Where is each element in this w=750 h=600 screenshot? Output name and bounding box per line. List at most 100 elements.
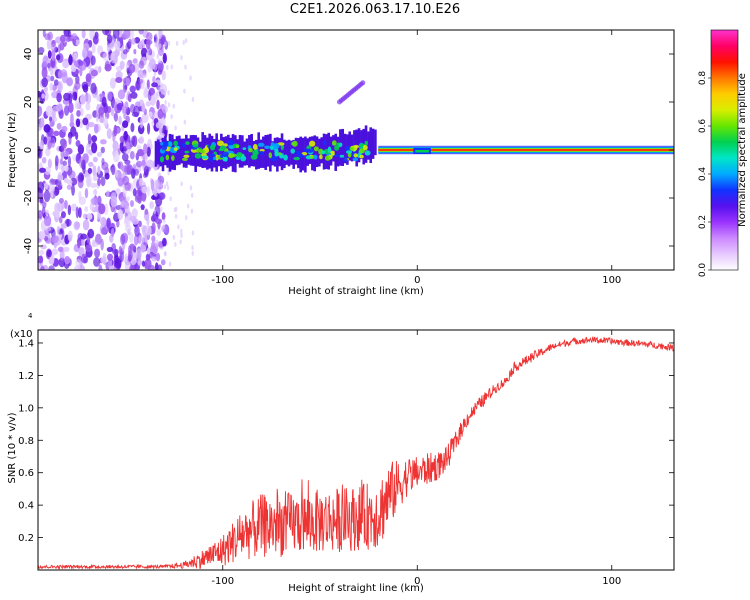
spectrogram-noise-speckle bbox=[131, 135, 136, 146]
spectrogram-noise-speckle bbox=[160, 259, 166, 266]
spectrogram-noise-speckle bbox=[163, 218, 166, 224]
spectrogram-noise-speckle bbox=[129, 232, 134, 243]
spectrogram-noise-speckle bbox=[110, 107, 115, 117]
spectrogram-noise-speckle bbox=[106, 246, 113, 253]
spectrogram-noise-speckle bbox=[174, 213, 178, 219]
spectrogram-noise-speckle bbox=[91, 43, 96, 54]
spectrogram-noise-speckle bbox=[162, 52, 167, 64]
spectrogram-noise-speckle bbox=[121, 152, 129, 162]
spectrogram-noise-speckle bbox=[167, 102, 171, 108]
spectrogram-noise-speckle bbox=[172, 234, 176, 240]
spectrogram-noise-speckle bbox=[81, 30, 86, 39]
spectrogram-band-blob bbox=[218, 148, 225, 152]
spectrogram-noise-speckle bbox=[43, 86, 48, 93]
spectrogram-noise-speckle bbox=[71, 33, 78, 40]
spectrogram-noise-speckle bbox=[147, 122, 151, 135]
spectrogram-noise-speckle bbox=[70, 126, 77, 137]
spectrogram-noise-speckle bbox=[157, 47, 164, 57]
colorbar-frame bbox=[710, 29, 739, 271]
spectrogram-noise-speckle bbox=[137, 78, 144, 85]
spectrogram-noise-speckle bbox=[49, 82, 54, 92]
spectrogram-noise-speckle bbox=[92, 35, 99, 45]
spectrogram-band-blob bbox=[259, 151, 264, 155]
spectrogram-noise-speckle bbox=[90, 69, 98, 77]
spectrogram-noise-speckle bbox=[72, 91, 78, 101]
spectrogram-noise-speckle bbox=[124, 224, 132, 233]
colorbar-ticks: 0.0 0.2 0.4 0.6 0.8 bbox=[698, 71, 711, 277]
spectrogram-noise-speckle bbox=[153, 191, 157, 197]
spectrogram-noise-speckle bbox=[167, 90, 170, 96]
spectrogram-noise-speckle bbox=[101, 227, 107, 235]
spectrogram-noise-speckle bbox=[125, 196, 130, 202]
spectrogram-band-blob bbox=[184, 150, 190, 154]
spectrogram-band-blob bbox=[364, 140, 369, 146]
spectrogram-noise-speckle bbox=[102, 252, 107, 263]
spectrogram-noise-speckle bbox=[70, 177, 78, 186]
spectrogram-noise-speckle bbox=[121, 200, 126, 207]
spectrogram-noise-speckle bbox=[172, 103, 175, 109]
spectrogram-noise-speckle bbox=[144, 151, 148, 163]
spectrogram-noise-speckle bbox=[128, 38, 132, 46]
spectrogram-band-cell bbox=[334, 133, 338, 171]
spectrogram-noise-speckle bbox=[103, 116, 108, 127]
spectrogram-noise-speckle bbox=[58, 197, 64, 204]
spectrogram-noise-speckle bbox=[151, 82, 158, 88]
spectrogram-noise-speckle bbox=[96, 151, 103, 157]
spectrogram-noise-speckle bbox=[155, 239, 159, 245]
spectrogram-band-cell bbox=[168, 133, 172, 172]
spectrogram-band-blob bbox=[171, 155, 175, 162]
spectrogram-noise-speckle bbox=[90, 82, 97, 94]
spectrogram-noise-speckle bbox=[110, 195, 118, 208]
spectrogram-band-cell bbox=[280, 133, 284, 171]
spectrogram-band-cell bbox=[182, 138, 186, 168]
spectrogram-noise-speckle bbox=[143, 86, 149, 95]
spectrogram-noise-speckle bbox=[146, 185, 150, 197]
spectrogram-noise-speckle bbox=[133, 234, 139, 246]
spectrogram-band-cell bbox=[371, 128, 375, 159]
spectrogram-noise-speckle bbox=[67, 155, 72, 167]
spectrogram-noise-speckle bbox=[155, 218, 163, 225]
spectrogram-noise-speckle bbox=[94, 248, 101, 258]
spectrogram-noise-speckle bbox=[174, 125, 177, 131]
spectrogram-noise-speckle bbox=[61, 144, 66, 152]
spectrogram-noise-speckle bbox=[63, 150, 70, 157]
spectrogram-band-cell bbox=[348, 131, 352, 161]
spectrogram-noise-speckle bbox=[158, 119, 161, 125]
spectrogram-noise-speckle bbox=[189, 75, 192, 81]
spectrogram-noise-speckle bbox=[161, 212, 166, 221]
spectrogram-noise-speckle bbox=[122, 49, 128, 55]
spectrogram-noise-speckle bbox=[125, 141, 130, 150]
spectrogram-noise-speckle bbox=[166, 125, 169, 131]
spectrogram-noise-speckle bbox=[87, 121, 95, 128]
spectrogram-noise-speckle bbox=[87, 167, 93, 174]
spectrogram-noise-speckle bbox=[179, 239, 182, 245]
spectrogram-branch-blob bbox=[360, 80, 366, 86]
spectrogram-noise-speckle bbox=[47, 50, 52, 59]
spectrogram-noise-speckle bbox=[151, 222, 156, 235]
spectrogram-noise-speckle bbox=[91, 135, 98, 143]
spectrogram-noise-speckle bbox=[118, 245, 123, 256]
spectrogram-noise-speckle bbox=[53, 130, 60, 137]
spectrogram-noise-speckle bbox=[51, 248, 59, 256]
spectrogram-band-blob bbox=[291, 140, 298, 147]
snr-y-tick-label: 0.6 bbox=[18, 468, 34, 479]
spectrogram-band-blob bbox=[320, 150, 325, 155]
spectrogram-band-blob bbox=[283, 154, 288, 161]
spectrogram-noise-speckle bbox=[88, 161, 94, 168]
spectrogram-band-cell bbox=[194, 135, 197, 172]
spectrogram-band-blob bbox=[259, 148, 265, 152]
spectrogram-noise-speckle bbox=[145, 225, 152, 236]
spectrogram-noise-speckle bbox=[159, 132, 165, 139]
spectrogram-noise-speckle bbox=[87, 133, 92, 145]
spectrogram-noise-speckle bbox=[104, 172, 110, 180]
spectrogram-noise-speckle bbox=[157, 108, 164, 120]
spectrogram-noise-speckle bbox=[38, 124, 43, 131]
spectrogram-noise-speckle bbox=[58, 246, 64, 252]
spectrogram-band-blob bbox=[174, 147, 178, 152]
spectrogram-noise-speckle bbox=[157, 134, 161, 140]
spectrogram-noise-speckle bbox=[116, 127, 120, 134]
spectrogram-noise-speckle bbox=[47, 158, 52, 169]
spectrogram-noise-speckle bbox=[63, 165, 69, 172]
spectrogram-noise-speckle bbox=[185, 215, 188, 221]
spectrogram-noise-speckle bbox=[153, 209, 157, 215]
